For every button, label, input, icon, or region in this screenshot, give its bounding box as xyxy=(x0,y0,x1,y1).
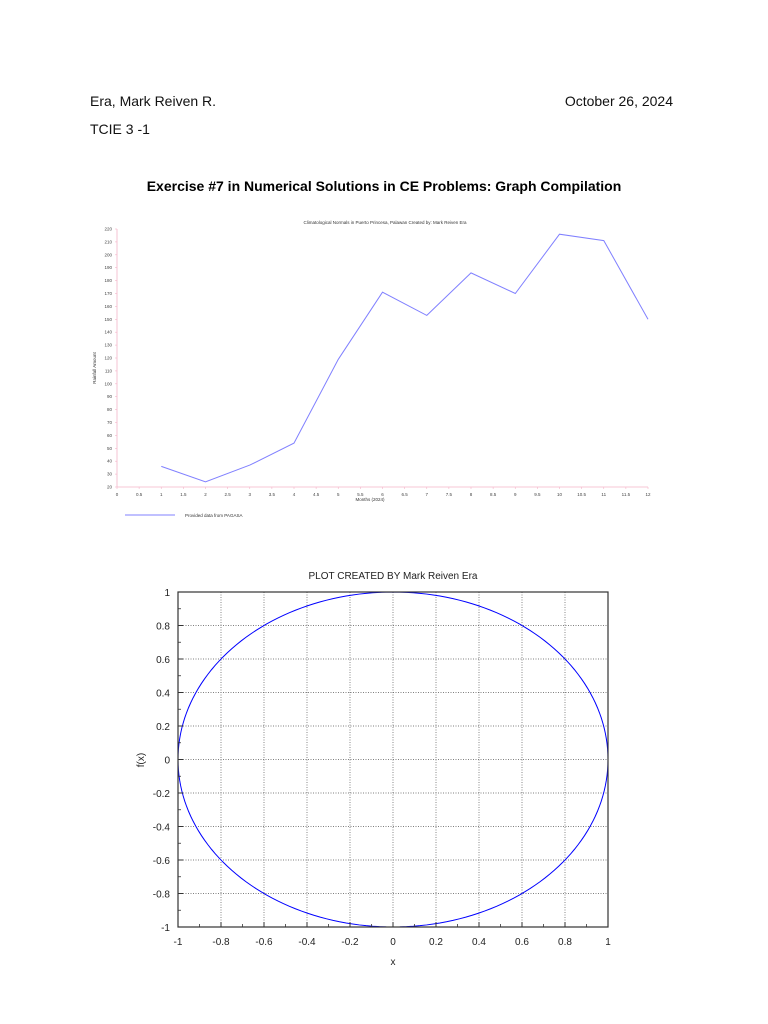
x-tick-label: -0.2 xyxy=(341,937,359,948)
x-tick-label: 11 xyxy=(601,492,606,497)
circle-plot: PLOT CREATED BY Mark Reiven Era -1 -0.8 -0… xyxy=(136,571,611,968)
section-label: TCIE 3 -1 xyxy=(90,121,150,137)
y-tick-label: 140 xyxy=(104,330,112,335)
y-tick-label: 220 xyxy=(104,227,112,232)
x-tick-label: 0 xyxy=(390,937,396,948)
x-tick-label: -0.4 xyxy=(298,937,316,948)
x-tick-label: 7.5 xyxy=(446,492,453,497)
plot-grid xyxy=(178,592,608,927)
y-tick-label: 40 xyxy=(107,459,113,464)
y-tick-label: 1 xyxy=(164,588,170,599)
x-tick-label: 0 xyxy=(116,492,119,497)
y-tick-label: -1 xyxy=(161,923,170,934)
y-tick-label: 170 xyxy=(104,291,112,296)
x-tick-label: 10.5 xyxy=(577,492,586,497)
x-tick-label: 8 xyxy=(470,492,473,497)
x-tick-label: 8.5 xyxy=(490,492,497,497)
y-tick-label: 160 xyxy=(104,304,112,309)
y-tick-label: 20 xyxy=(107,485,113,490)
x-tick-label: 7 xyxy=(425,492,428,497)
chart-background xyxy=(90,210,680,520)
legend-label: Provided data from PAGASA xyxy=(185,513,242,518)
y-tick-label: 0 xyxy=(164,756,170,767)
y-tick-label: 190 xyxy=(104,265,112,270)
y-tick-label: 110 xyxy=(105,368,113,373)
y-tick-label: 70 xyxy=(107,420,113,425)
y-tick-label: 0.4 xyxy=(156,689,170,700)
x-tick-label: 0.8 xyxy=(558,937,572,948)
document-title: Exercise #7 in Numerical Solutions in CE… xyxy=(146,178,622,194)
x-tick-label: 6 xyxy=(381,492,384,497)
x-tick-label: -0.8 xyxy=(212,937,230,948)
x-tick-label: 12 xyxy=(645,492,651,497)
y-tick-label: 0.8 xyxy=(156,622,170,633)
x-tick-label: 10 xyxy=(557,492,563,497)
x-tick-label: 3.5 xyxy=(269,492,276,497)
x-tick-label: 9 xyxy=(514,492,517,497)
x-tick-label: 0.2 xyxy=(429,937,443,948)
x-tick-label: 4 xyxy=(293,492,296,497)
x-tick-label: 1 xyxy=(160,492,163,497)
y-tick-label: -0.6 xyxy=(153,856,171,867)
document-date: October 26, 2024 xyxy=(564,93,673,109)
y-tick-label: 80 xyxy=(107,407,113,412)
rainfall-series-line xyxy=(161,233,649,483)
y-tick-label: 90 xyxy=(107,394,113,399)
chart-axes: 0 0.5 1 1.5 2 2.5 3 3.5 4 4.5 5 5.5 6 6.5 7 7.5 8 8.5 9 9.5… xyxy=(104,227,651,498)
y-tick-label: 100 xyxy=(104,381,112,386)
rainfall-line-chart: Climatological Normals in Puerto Princes… xyxy=(90,210,680,520)
chart-title: PLOT CREATED BY Mark Reiven Era xyxy=(309,571,478,582)
x-tick-label: 2.5 xyxy=(224,492,231,497)
y-tick-label: 210 xyxy=(104,239,112,244)
x-tick-label: 11.5 xyxy=(622,492,631,497)
x-tick-label: 0.5 xyxy=(136,492,143,497)
x-tick-label: 1 xyxy=(605,937,611,948)
y-tick-label: 0.2 xyxy=(156,722,170,733)
x-tick-label: 0.4 xyxy=(472,937,486,948)
y-tick-label: -0.4 xyxy=(153,823,171,834)
x-axis-label: x xyxy=(391,957,396,968)
y-tick-label: 30 xyxy=(107,472,113,477)
y-tick-label: 200 xyxy=(104,252,112,257)
y-axis-label: f(x) xyxy=(136,753,147,767)
y-tick-label: 130 xyxy=(104,343,112,348)
x-tick-label: 4.5 xyxy=(313,492,320,497)
y-tick-label: 0.6 xyxy=(156,655,170,666)
y-tick-label: -0.8 xyxy=(153,890,171,901)
x-tick-label: 5 xyxy=(337,492,340,497)
y-tick-label: -0.2 xyxy=(153,789,171,800)
x-tick-label: -0.6 xyxy=(255,937,273,948)
x-tick-label: 2 xyxy=(204,492,207,497)
author-name: Era, Mark Reiven R. xyxy=(90,93,217,109)
x-tick-label: 1.5 xyxy=(180,492,187,497)
y-tick-label: 50 xyxy=(107,446,113,451)
x-tick-label: -1 xyxy=(174,937,183,948)
y-tick-label: 120 xyxy=(104,356,112,361)
x-tick-label: 5.5 xyxy=(357,492,364,497)
x-tick-label: 0.6 xyxy=(515,937,529,948)
y-tick-label: 150 xyxy=(104,317,112,322)
x-axis-label: Months (2024) xyxy=(355,497,385,502)
y-tick-label: 60 xyxy=(107,433,113,438)
y-axis-label: Rainfall Amount xyxy=(92,351,97,383)
x-tick-label: 3 xyxy=(248,492,251,497)
axis-ticks: -1 -0.8 -0.6 -0.4 -0.2 0 0.2 0.4 0.6 0.8 1 -1 -0.8 -0… xyxy=(153,588,611,948)
chart-title: Climatological Normals in Puerto Princes… xyxy=(303,220,467,225)
y-tick-label: 180 xyxy=(104,278,112,283)
x-tick-label: 6.5 xyxy=(401,492,408,497)
x-tick-label: 9.5 xyxy=(534,492,541,497)
